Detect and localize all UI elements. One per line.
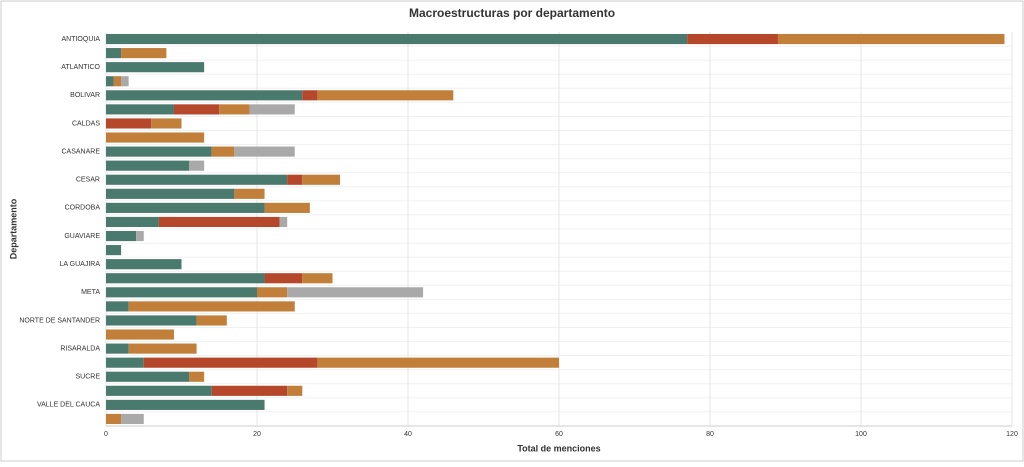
y-axis-label: Departamento <box>8 198 18 259</box>
bar-segment <box>257 287 288 298</box>
bar-segment <box>173 104 220 115</box>
bar-segment <box>106 259 182 270</box>
bar-segment <box>106 132 205 143</box>
bar-segment <box>106 343 129 354</box>
bar-segment <box>234 188 265 199</box>
bar-segment <box>302 273 333 284</box>
bar-segment <box>234 146 295 157</box>
y-tick-label: BOLIVAR <box>70 92 100 99</box>
bar-segment <box>287 385 303 396</box>
bar-segment <box>106 385 212 396</box>
bar-segment <box>121 48 167 59</box>
bar-segment <box>106 357 144 368</box>
bar-segment <box>317 90 454 101</box>
y-tick-label: RISARALDA <box>60 345 100 352</box>
bar-segment <box>106 174 288 185</box>
bar-segment <box>264 273 303 284</box>
y-tick-label: CESAR <box>76 177 100 184</box>
bar-segment <box>158 216 280 228</box>
bar-segment <box>219 104 250 115</box>
x-tick-label: 120 <box>1006 431 1018 438</box>
bar-segment <box>249 104 295 115</box>
bar-segment <box>189 160 205 171</box>
bar-segment <box>151 118 182 129</box>
bar-segment <box>128 343 197 354</box>
bar-segment <box>136 230 144 242</box>
bar-segment <box>106 48 122 59</box>
bar-segment <box>106 287 257 298</box>
bar-segment <box>106 188 235 199</box>
chart-title: Macroestructuras por departamento <box>409 6 615 20</box>
bar-segment <box>106 315 197 326</box>
bar-segment <box>106 273 265 284</box>
y-tick-label: CASANARE <box>61 148 100 155</box>
bar-segment <box>211 146 235 157</box>
bar-segment <box>189 371 205 382</box>
bar-segment <box>287 174 303 185</box>
y-tick-label: LA GUAJIRA <box>60 261 101 268</box>
y-tick-label: ATLANTICO <box>61 64 100 71</box>
bar-segment <box>106 371 190 382</box>
bar-segment <box>106 230 137 242</box>
bar-segment <box>106 202 265 213</box>
bar-segment <box>777 33 1005 45</box>
x-tick-label: 20 <box>253 431 261 438</box>
bar-segment <box>302 90 318 101</box>
bar-segment <box>128 301 295 312</box>
bar-segment <box>106 62 205 73</box>
bar-segment <box>106 146 212 157</box>
y-tick-label: ANTIOQUIA <box>61 36 100 43</box>
bar-segment <box>143 357 318 368</box>
bar-segment <box>687 33 778 45</box>
y-tick-label: NORTE DE SANTANDER <box>19 317 100 324</box>
bar-segment <box>106 216 159 228</box>
y-tick-label: META <box>81 289 100 296</box>
bar-segment <box>106 33 688 45</box>
bar-segment <box>106 118 152 129</box>
bar-segment <box>106 245 122 256</box>
bar-segment <box>211 385 288 396</box>
x-tick-label: 40 <box>404 431 412 438</box>
x-tick-label: 100 <box>855 431 867 438</box>
bar-segment <box>106 90 303 101</box>
y-tick-label: VALLE DEL CAUCA <box>37 402 100 409</box>
bar-segment <box>287 287 424 298</box>
x-tick-label: 0 <box>104 431 108 438</box>
bar-segment <box>317 357 559 368</box>
bar-segment <box>264 202 310 213</box>
x-tick-label: 60 <box>555 431 563 438</box>
bar-segment <box>106 104 174 115</box>
bar-segment <box>302 174 341 185</box>
y-tick-label: GUAVIARE <box>64 233 100 240</box>
bar-segment <box>106 329 174 340</box>
x-axis-label: Total de menciones <box>517 443 600 453</box>
bar-segment <box>106 160 190 171</box>
bar-segment <box>106 399 265 410</box>
y-tick-label: CORDOBA <box>65 205 101 212</box>
bar-segment <box>196 315 227 326</box>
y-tick-label: SUCRE <box>75 374 100 381</box>
bar-segment <box>113 76 122 87</box>
bar-segment <box>106 301 129 312</box>
bar-segment <box>121 413 144 425</box>
bar-segment <box>106 413 122 425</box>
bar-segment <box>279 216 288 228</box>
bar-segment <box>106 76 114 87</box>
y-tick-label: CALDAS <box>72 120 100 127</box>
bar-segment <box>121 76 129 87</box>
x-tick-label: 80 <box>706 431 714 438</box>
